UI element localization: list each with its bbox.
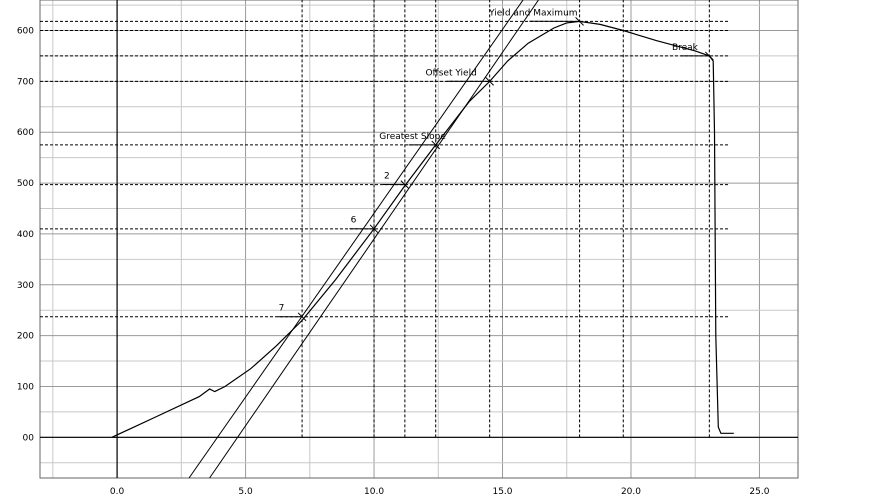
slope-line [209, 0, 539, 479]
annotation-label: Break [672, 43, 699, 53]
x-tick-label: 5.0 [238, 487, 253, 497]
x-tick-label: 10.0 [364, 487, 384, 497]
series [111, 20, 734, 438]
reference-lines [188, 0, 539, 479]
annotation-label: 7 [279, 304, 285, 314]
y-tick-label: 500 [17, 179, 34, 189]
annotation-label: Offset Yield [425, 68, 476, 78]
y-tick-label: 600 [17, 128, 34, 138]
x-tick-label: 20.0 [621, 487, 641, 497]
y-tick-label: 700 [17, 77, 34, 87]
y-tick-label: 600 [17, 27, 34, 37]
stress-strain-curve [111, 20, 734, 438]
annotation-label: 2 [384, 171, 390, 181]
y-tick-labels: 00 100 200 300 400 500 600 700 600 [17, 27, 34, 444]
slope-line [188, 0, 524, 479]
plot-frame [39, 0, 799, 479]
x-tick-label: 25.0 [749, 487, 769, 497]
x-tick-label: 15.0 [492, 487, 512, 497]
annotations: Yield and Maximum Offset Yield Greatest Sl… [277, 8, 714, 322]
grid [39, 0, 799, 479]
annotation-label: Greatest Slope [379, 132, 446, 142]
dashed-guides [40, 0, 728, 438]
annotation-label: 6 [351, 216, 357, 226]
y-tick-label: 300 [17, 281, 34, 291]
y-tick-label: 00 [23, 433, 35, 443]
y-tick-label: 100 [17, 382, 34, 392]
x-tick-labels: 0.0 5.0 10.0 15.0 20.0 25.0 [110, 487, 770, 497]
y-tick-label: 400 [17, 230, 34, 240]
y-tick-label: 200 [17, 332, 34, 342]
x-tick-label: 0.0 [110, 487, 125, 497]
annotation-label: Yield and Maximum [488, 8, 577, 18]
